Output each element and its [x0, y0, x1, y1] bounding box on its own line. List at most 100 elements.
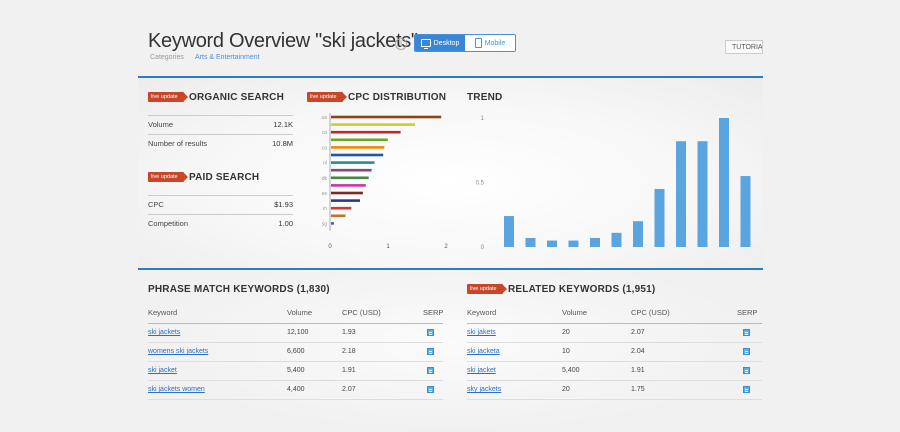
- serp-icon[interactable]: [743, 367, 750, 374]
- cpc-cell: 2.07: [342, 386, 356, 393]
- column-header-keyword: Keyword: [148, 308, 178, 317]
- cpc-cell: 1.91: [631, 367, 645, 374]
- serp-icon[interactable]: [427, 348, 434, 355]
- column-header-cpc: CPC (USD): [342, 308, 381, 317]
- phrase-match-heading: PHRASE MATCH KEYWORDS (1,830): [148, 284, 330, 295]
- x-tick-label: 0: [328, 244, 332, 250]
- keyword-link[interactable]: womens ski jackets: [148, 348, 209, 355]
- column-header-keyword: Keyword: [467, 308, 497, 317]
- tutorial-button[interactable]: TUTORIAL: [725, 40, 763, 54]
- mobile-label: Mobile: [484, 39, 506, 47]
- cpc-bar: [331, 138, 388, 142]
- stat-value: 1.00: [278, 219, 293, 228]
- x-tick-label: 1: [386, 244, 390, 250]
- cpc-bar: [331, 176, 369, 180]
- cpc-bar: [331, 184, 366, 187]
- y-tick-label: 0.5: [476, 181, 485, 187]
- volume-cell: 10: [562, 348, 570, 355]
- divider: [467, 342, 762, 343]
- trend-bar: [525, 237, 536, 247]
- trend-bar: [676, 141, 686, 247]
- column-header-serp: SERP: [423, 308, 444, 317]
- device-toggle: Desktop Mobile: [414, 34, 516, 52]
- serp-icon[interactable]: [743, 329, 750, 336]
- cpc-cell: 2.18: [342, 348, 356, 355]
- trend-bar: [590, 237, 600, 247]
- cpc-cell: 1.91: [342, 367, 356, 374]
- tables-panel-bg: [138, 270, 763, 432]
- country-label: ca: [322, 145, 328, 151]
- divider: [148, 342, 443, 343]
- column-header-cpc: CPC (USD): [631, 308, 670, 317]
- cpc-bar: [331, 115, 442, 119]
- organic-search-heading: ORGANIC SEARCH: [189, 92, 285, 103]
- stat-label: CPC: [148, 200, 164, 209]
- page-title: Keyword Overview "ski jackets": [148, 30, 418, 52]
- cpc-bar: [331, 168, 372, 172]
- divider: [148, 380, 443, 381]
- divider: [148, 195, 293, 196]
- cpc-bar: [331, 199, 360, 202]
- live-update-badge: live update: [148, 172, 188, 182]
- keyword-link[interactable]: ski jacket: [467, 367, 496, 374]
- related-keywords-heading: RELATED KEYWORDS (1,951): [508, 284, 656, 295]
- live-update-badge: live update: [467, 284, 507, 294]
- category-link[interactable]: Arts & Entertainment: [195, 54, 260, 61]
- keyword-link[interactable]: ski jackets: [148, 329, 181, 336]
- keyword-link[interactable]: sky jackets: [467, 386, 502, 393]
- keyword-link[interactable]: ski jakets: [467, 329, 496, 336]
- paid-search-heading: PAID SEARCH: [189, 172, 260, 183]
- trend-bar: [697, 141, 708, 247]
- desktop-button[interactable]: Desktop: [415, 35, 465, 51]
- categories-label: Categories: [150, 54, 184, 61]
- divider: [467, 323, 762, 324]
- keyword-link[interactable]: ski jacket: [148, 367, 177, 374]
- volume-cell: 6,600: [287, 348, 305, 355]
- divider: [467, 380, 762, 381]
- cpc-bar: [331, 191, 363, 195]
- country-label: es: [322, 191, 328, 197]
- country-label: in: [323, 206, 327, 212]
- trend-bar: [633, 221, 643, 247]
- stat-label: Volume: [148, 120, 174, 129]
- trend-chart: 00.51: [476, 116, 751, 251]
- middle-divider: [138, 268, 763, 270]
- cpc-bar: [331, 123, 416, 126]
- keyword-link[interactable]: ski jackets women: [148, 386, 205, 393]
- cpc-cell: 1.75: [631, 386, 645, 393]
- trend-bar: [504, 216, 514, 247]
- trend-bar: [719, 118, 729, 247]
- x-tick-label: 2: [444, 244, 448, 250]
- volume-cell: 4,400: [287, 386, 305, 393]
- divider: [148, 361, 443, 362]
- live-update-badge: live update: [148, 92, 188, 102]
- stat-value: 12.1K: [273, 120, 293, 129]
- cpc-distribution-heading: CPC DISTRIBUTION: [348, 92, 447, 103]
- serp-icon[interactable]: [427, 367, 434, 374]
- trend-bar: [740, 176, 751, 247]
- phone-icon: [474, 38, 482, 48]
- cpc-bar: [331, 153, 384, 157]
- trend-bar: [611, 232, 622, 247]
- trend-heading: TREND: [467, 92, 503, 103]
- y-tick-label: 0: [481, 245, 485, 251]
- info-icon[interactable]: i: [395, 38, 407, 50]
- stat-value: 10.8M: [272, 139, 293, 148]
- mobile-button[interactable]: Mobile: [465, 35, 515, 51]
- keyword-link[interactable]: ski jacketa: [467, 348, 500, 355]
- country-label: sg: [322, 221, 328, 227]
- country-label: us: [322, 115, 328, 121]
- serp-icon[interactable]: [427, 329, 434, 336]
- top-divider: [138, 76, 763, 78]
- country-label: nl: [323, 161, 327, 167]
- trend-bar: [547, 240, 557, 247]
- serp-icon[interactable]: [743, 348, 750, 355]
- stat-value: $1.93: [274, 200, 293, 209]
- serp-icon[interactable]: [427, 386, 434, 393]
- cpc-bar: [331, 222, 334, 225]
- column-header-serp: SERP: [737, 308, 758, 317]
- serp-icon[interactable]: [743, 386, 750, 393]
- cpc-bar: [331, 146, 385, 149]
- desktop-label: Desktop: [433, 39, 460, 47]
